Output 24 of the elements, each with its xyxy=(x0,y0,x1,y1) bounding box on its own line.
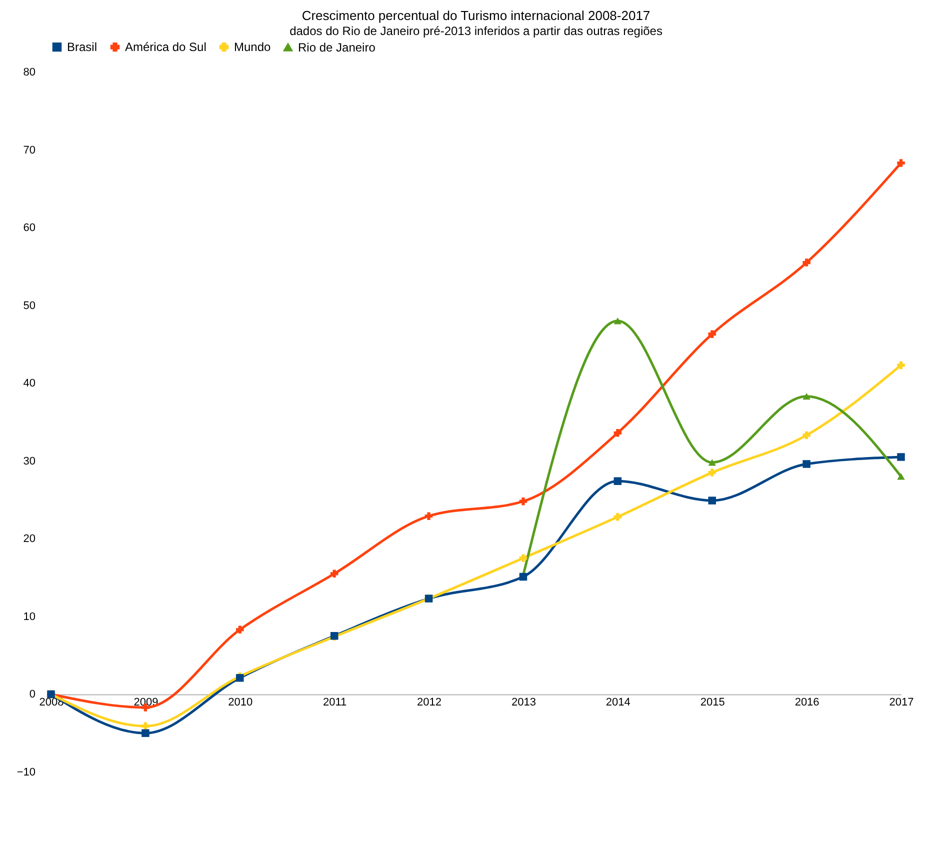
chart-subtitle: dados do Rio de Janeiro pré-2013 inferidos a partir das outras regiões xyxy=(290,24,662,38)
y-tick-label: 30 xyxy=(23,455,36,468)
legend-label: Rio de Janeiro xyxy=(298,40,376,54)
y-tick-label: 20 xyxy=(23,533,36,546)
chart-title: Crescimento percentual do Turismo internacional 2008-2017 xyxy=(302,8,650,23)
legend-label: Mundo xyxy=(234,40,272,54)
x-tick-label: 2017 xyxy=(889,696,914,709)
x-tick-label: 2015 xyxy=(700,696,725,709)
y-tick-label: −10 xyxy=(16,766,36,778)
y-tick-label: 0 xyxy=(29,688,36,701)
y-tick-label: 50 xyxy=(23,300,36,312)
x-tick-label: 2016 xyxy=(794,696,820,709)
y-tick-label: 70 xyxy=(23,144,36,156)
y-tick-label: 40 xyxy=(23,378,36,390)
y-tick-label: 80 xyxy=(23,66,36,78)
legend-label: América do Sul xyxy=(125,40,206,54)
x-tick-label: 2011 xyxy=(323,696,347,709)
x-tick-label: 2010 xyxy=(228,696,253,709)
x-tick-label: 2013 xyxy=(511,696,536,709)
legend-label: Brasil xyxy=(67,40,98,54)
x-tick-label: 2012 xyxy=(417,696,442,709)
y-tick-label: 10 xyxy=(23,610,36,623)
y-tick-label: 60 xyxy=(23,222,36,234)
x-tick-label: 2014 xyxy=(606,696,630,709)
